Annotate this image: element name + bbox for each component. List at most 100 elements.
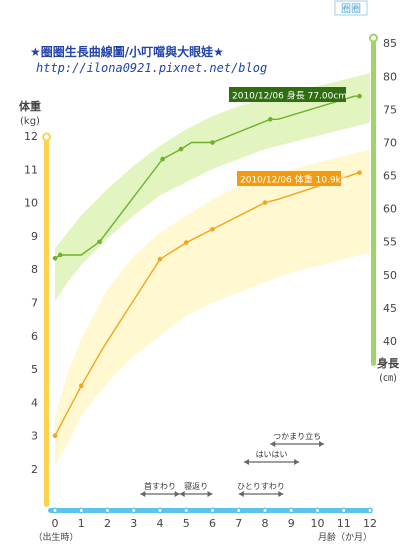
month-tick-dot: [209, 507, 216, 514]
month-tick-dot: [262, 507, 268, 514]
milestone-arrow-left: [140, 491, 146, 497]
height-tick-label: 70: [383, 136, 397, 149]
month-tick-label: 0: [52, 517, 59, 530]
milestone-arrow-right: [294, 459, 300, 465]
height-axis-cap: [369, 33, 378, 43]
birth-label: （出生時）: [33, 531, 78, 543]
height-tick-label: 85: [383, 37, 397, 50]
height-tick-label: 45: [383, 302, 397, 315]
month-tick-dot: [314, 507, 321, 514]
height-axis-label: 身長: [377, 356, 400, 370]
month-tick-dot: [367, 507, 373, 514]
height-tick-label: 40: [383, 335, 397, 348]
month-tick-label: 11: [337, 517, 351, 530]
height-data-point: [160, 156, 165, 162]
weight-data-point: [157, 256, 163, 262]
weight-data-point: [52, 433, 58, 439]
callouts: 2010/12/06 身長 77.00cm 2010/12/06 体重 10.9k…: [229, 87, 347, 186]
weight-data-point: [357, 170, 362, 175]
month-tick-dot: [288, 507, 295, 514]
milestone-label: つかまり立ち: [273, 431, 321, 441]
weight-tick-label: 3: [31, 430, 38, 443]
weight-reference-band: [55, 149, 370, 466]
weight-data-point: [210, 226, 215, 232]
month-axis-label: 月齢（か月）: [318, 531, 372, 543]
site-logo-text[interactable]: 圈圈: [341, 3, 361, 15]
weight-axis-bar: [44, 137, 49, 507]
weight-tick-label: 11: [24, 163, 38, 176]
height-tick-label: 55: [383, 236, 397, 249]
milestone-bar: ひとりすわり: [237, 482, 285, 497]
height-data-point: [178, 146, 184, 152]
month-tick-label: 9: [288, 517, 295, 530]
height-data-point: [210, 140, 215, 145]
weight-callout-text: 2010/12/06 体重 10.9kg: [240, 174, 347, 186]
weight-data-point: [183, 240, 189, 245]
weight-tick-label: 6: [31, 330, 38, 343]
weight-axis-unit: (kg): [20, 116, 40, 127]
month-tick-dot: [157, 507, 163, 514]
height-tick-label: 60: [383, 203, 397, 216]
height-callout-text: 2010/12/06 身長 77.00cm: [232, 90, 347, 102]
weight-data-point: [78, 383, 84, 389]
height-tick-label: 80: [383, 70, 397, 83]
month-tick-dot: [104, 507, 111, 514]
month-tick-dot: [235, 507, 242, 514]
month-tick-dot: [183, 507, 190, 514]
height-tick-label: 75: [383, 103, 397, 116]
month-tick-dot: [340, 507, 347, 514]
month-tick-label: 7: [235, 517, 242, 530]
weight-tick-label: 8: [31, 263, 38, 276]
height-tick-label: 50: [383, 269, 397, 282]
milestone-arrow-right: [174, 491, 180, 497]
weight-axis-label: 体重: [19, 99, 41, 113]
weight-callout-box: [237, 171, 341, 186]
weight-axis-cap: [42, 132, 51, 142]
milestone-label: 首すわり: [144, 481, 176, 491]
axes: 23456789101112体重(kg)40455055606570758085…: [19, 33, 400, 543]
weight-tick-label: 9: [31, 230, 38, 243]
site-logo[interactable]: 圈圈: [334, 0, 368, 16]
milestone-label: はいはい: [256, 450, 288, 459]
blog-url[interactable]: http://ilona0921.pixnet.net/blog: [36, 61, 267, 75]
month-tick-dot: [52, 507, 58, 514]
weight-tick-label: 10: [24, 197, 38, 210]
month-tick-label: 10: [311, 517, 325, 530]
height-axis-bar: [371, 38, 376, 366]
milestone-arrow-left: [179, 491, 185, 497]
weight-tick-label: 2: [31, 463, 38, 476]
month-tick-label: 5: [183, 517, 190, 530]
milestone-arrow-left: [238, 491, 244, 497]
height-reference-band: [55, 73, 370, 302]
month-tick-dot: [130, 507, 137, 514]
weight-tick-label: 5: [31, 363, 38, 376]
milestone-bar: はいはい: [244, 450, 300, 465]
month-tick-label: 4: [157, 517, 164, 530]
height-data-point: [97, 239, 102, 245]
height-axis-unit: (㎝): [379, 373, 397, 384]
milestone-bar: 首すわり: [140, 481, 180, 497]
month-tick-label: 6: [209, 517, 216, 530]
weight-tick-label: 12: [24, 130, 38, 143]
weight-tick-label: 7: [31, 297, 38, 310]
milestone-arrow-right: [319, 441, 325, 447]
data-lines: [52, 93, 362, 439]
month-tick-label: 8: [262, 517, 269, 530]
month-tick-dot: [78, 507, 85, 514]
month-tick-label: 2: [104, 517, 111, 530]
weight-tick-label: 4: [31, 396, 38, 409]
milestone-bar: 寝返り: [179, 481, 213, 497]
weight-data-point: [262, 200, 268, 205]
milestone-arrow-right: [278, 491, 284, 497]
milestone-bar: つかまり立ち: [270, 431, 325, 447]
height-callout-box: [229, 87, 346, 102]
milestone-label: 寝返り: [184, 481, 208, 491]
milestone-arrow-right: [207, 491, 213, 497]
height-tick-label: 65: [383, 170, 397, 183]
height-data-point: [357, 93, 362, 99]
month-tick-label: 3: [130, 517, 137, 530]
month-tick-label: 12: [363, 517, 377, 530]
chart-title: ★圈圈生長曲線圖/小叮噹與大眼娃★: [30, 44, 224, 59]
milestone-arrow-left: [270, 441, 276, 447]
